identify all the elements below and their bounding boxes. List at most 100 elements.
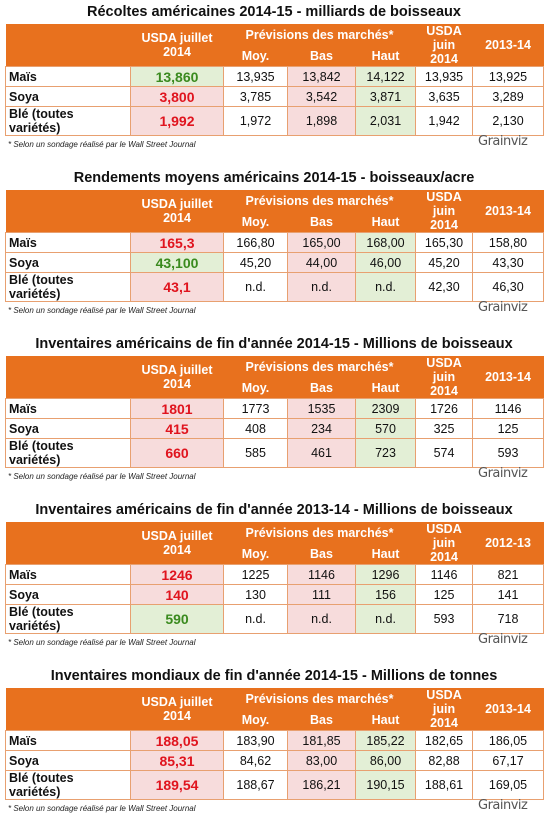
header-cell: Bas [287, 45, 356, 67]
cell: n.d. [223, 272, 288, 302]
cell: 1146 [472, 398, 545, 419]
header-cell: Moy. [223, 543, 288, 565]
header-cell: Moy. [223, 709, 288, 731]
cell: 165,00 [287, 232, 356, 253]
header-cell: Moy. [223, 377, 288, 399]
cell: 1146 [287, 564, 356, 585]
footnote: * Selon un sondage réalisé par le Wall S… [8, 140, 196, 149]
data-table: USDA juillet 2014 Prévisions des marchés* U… [5, 190, 545, 302]
data-table: USDA juillet 2014 Prévisions des marchés* U… [5, 356, 545, 468]
cell: 43,1 [130, 272, 224, 302]
cell: 169,05 [472, 770, 545, 800]
header-line: USDA juin [426, 688, 462, 716]
logo: Grainviz [478, 300, 528, 315]
header-cell: Bas [287, 543, 356, 565]
cell: 111 [287, 584, 356, 605]
cell: 82,88 [415, 750, 474, 771]
header-row: Moy. Bas Haut [6, 709, 544, 731]
header-line: USDA juin [426, 24, 462, 52]
cell: 325 [415, 418, 474, 439]
cell: 189,54 [130, 770, 224, 800]
data-row: Maïs 165,3 166,80 165,00 168,00 165,30 158,80 [5, 232, 545, 253]
row-label: Soya [5, 252, 131, 273]
table-title: Inventaires américains de fin d'année 20… [35, 336, 513, 352]
header-cell: USDA juillet 2014 [130, 190, 224, 233]
header-cell: 2013-14 [472, 24, 544, 67]
header-cell [5, 356, 131, 399]
header-row: USDA juillet 2014 Prévisions des marchés* U… [5, 356, 544, 399]
cell: 415 [130, 418, 224, 439]
cell: 166,80 [223, 232, 288, 253]
header-cell: USDA juin 2014 [415, 24, 473, 67]
header-line: 2014 [163, 211, 191, 225]
cell: 190,15 [354, 770, 417, 800]
cell: 67,17 [472, 750, 545, 771]
cell: 1726 [415, 398, 474, 419]
cell: 3,785 [223, 86, 288, 107]
header-cell: USDA juin 2014 [415, 356, 473, 399]
header-line: USDA juillet [141, 363, 213, 377]
cell: 13,935 [223, 66, 288, 87]
table-block: Inventaires américains de fin d'année 20… [0, 332, 548, 498]
cell: 13,935 [415, 66, 474, 87]
header-line: 2014 [430, 218, 458, 232]
header-line: 2014 [430, 52, 458, 66]
header-cell [5, 688, 131, 731]
cell: 574 [415, 438, 474, 468]
header-cell: Moy. [223, 45, 288, 67]
cell: 1801 [130, 398, 224, 419]
cell: 42,30 [415, 272, 474, 302]
cell: 188,61 [415, 770, 474, 800]
cell: 165,30 [415, 232, 474, 253]
row-label: Soya [5, 584, 131, 605]
header-row: Moy. Bas Haut [6, 543, 544, 565]
logo: Grainviz [478, 466, 528, 481]
logo: Grainviz [478, 798, 528, 813]
data-row: Maïs 13,860 13,935 13,842 14,122 13,935 13,925 [5, 66, 545, 87]
cell: 2309 [354, 398, 417, 419]
header-cell [5, 522, 131, 565]
data-row: Maïs 1246 1225 1146 1296 1146 821 [5, 564, 545, 585]
cell: 46,00 [354, 252, 417, 273]
row-label: Soya [5, 418, 131, 439]
cell: 43,100 [130, 252, 224, 273]
cell: n.d. [354, 604, 417, 634]
cell: n.d. [223, 604, 288, 634]
header-row: USDA juillet 2014 Prévisions des marchés* U… [5, 688, 544, 731]
row-label: Maïs [5, 564, 131, 585]
data-row: Soya 415 408 234 570 325 125 [5, 418, 545, 439]
table-title: Rendements moyens américains 2014-15 - b… [73, 170, 475, 186]
header-line: 2014 [430, 716, 458, 730]
cell: 408 [223, 418, 288, 439]
header-line: 2014 [163, 45, 191, 59]
header-cell: Prévisions des marchés* [223, 356, 416, 377]
cell: 13,860 [130, 66, 224, 87]
cell: 2,130 [472, 106, 545, 136]
cell: 125 [472, 418, 545, 439]
cell: 1773 [223, 398, 288, 419]
footnote: * Selon un sondage réalisé par le Wall S… [8, 804, 196, 813]
cell: 43,30 [472, 252, 545, 273]
row-label: Blé (toutes variétés) [5, 438, 131, 468]
header-row: USDA juillet 2014 Prévisions des marchés* U… [5, 522, 544, 565]
cell: 181,85 [287, 730, 356, 751]
table-block: Inventaires américains de fin d'année 20… [0, 498, 548, 664]
cell: 3,542 [287, 86, 356, 107]
header-cell: Prévisions des marchés* [223, 190, 416, 211]
cell: 45,20 [415, 252, 474, 273]
row-label: Soya [5, 750, 131, 771]
cell: 1,898 [287, 106, 356, 136]
cell: 125 [415, 584, 474, 605]
cell: 186,05 [472, 730, 545, 751]
data-row: Maïs 188,05 183,90 181,85 185,22 182,65 186,05 [5, 730, 545, 751]
header-line: 2014 [163, 377, 191, 391]
header-cell: Moy. [223, 211, 288, 233]
cell: 85,31 [130, 750, 224, 771]
header-cell: USDA juillet 2014 [130, 522, 224, 565]
cell: 593 [472, 438, 545, 468]
header-cell: 2013-14 [472, 190, 544, 233]
header-row: USDA juillet 2014 Prévisions des marchés* U… [5, 24, 544, 67]
data-row: Soya 43,100 45,20 44,00 46,00 45,20 43,30 [5, 252, 545, 273]
cell: 234 [287, 418, 356, 439]
